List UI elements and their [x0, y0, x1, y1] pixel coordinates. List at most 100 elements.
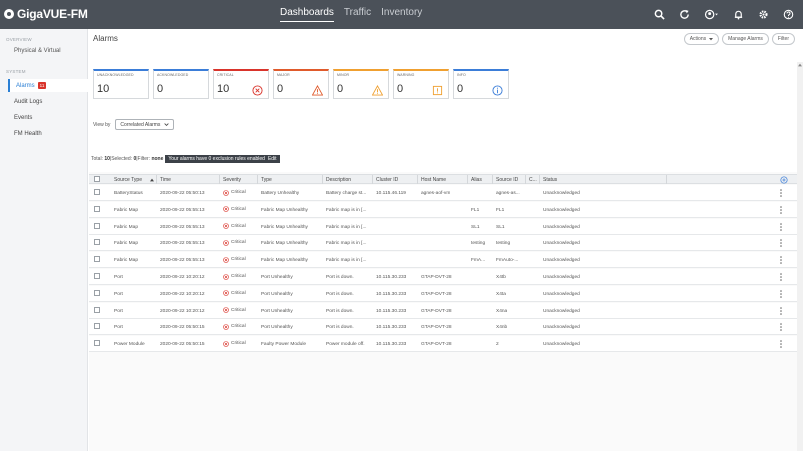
- cell-host-name: GTAP-DVT-28: [421, 291, 452, 297]
- column-header-status[interactable]: Status: [543, 177, 558, 183]
- row-menu-icon[interactable]: [780, 239, 782, 248]
- table-row[interactable]: Port 2020-09-22 05:50:15 Critical Port Unhe…: [89, 319, 797, 336]
- row-menu-icon[interactable]: [780, 340, 782, 348]
- column-divider[interactable]: [525, 175, 526, 184]
- column-header-type[interactable]: Type: [261, 177, 272, 183]
- summary-card-minor[interactable]: MINOR 0: [333, 69, 389, 99]
- column-divider[interactable]: [492, 175, 493, 184]
- summary-card-label: INFO: [457, 73, 466, 77]
- column-header-description[interactable]: Description: [326, 177, 352, 183]
- sidebar-item-fm-health[interactable]: FM Health: [8, 127, 88, 140]
- minor-icon: [371, 83, 384, 96]
- table-row[interactable]: Fabric Map 2020-09-22 05:55:13 Critical Fab…: [89, 218, 797, 235]
- row-menu-icon[interactable]: [780, 222, 782, 231]
- nav-dashboards[interactable]: Dashboards: [280, 6, 334, 22]
- column-divider[interactable]: [417, 175, 418, 184]
- gear-icon[interactable]: [756, 7, 770, 21]
- cell-type: Fabric Map Unhealthy: [261, 207, 308, 213]
- sidebar-item-audit-logs[interactable]: Audit Logs: [8, 95, 88, 108]
- row-checkbox[interactable]: [94, 189, 100, 195]
- column-header-time[interactable]: Time: [160, 177, 171, 183]
- column-divider[interactable]: [666, 175, 667, 184]
- column-header-source-id[interactable]: Source ID: [496, 177, 519, 183]
- table-row[interactable]: Fabric Map 2020-09-22 05:55:13 Critical Fab…: [89, 252, 797, 269]
- actions-button[interactable]: Actions: [683, 33, 720, 45]
- cell-status: Unacknowledged: [543, 224, 580, 230]
- logo-text: GigaVUE-FM: [17, 7, 88, 21]
- nav-traffic[interactable]: Traffic: [343, 7, 372, 18]
- column-header-host-name[interactable]: Host Name: [421, 177, 447, 183]
- row-menu-icon[interactable]: [780, 205, 782, 214]
- cell-source-type: Port: [114, 275, 123, 280]
- column-divider[interactable]: [539, 175, 540, 184]
- column-divider[interactable]: [372, 175, 373, 184]
- column-header-source-type[interactable]: Source Type: [114, 177, 142, 183]
- table-row[interactable]: BatteryStatus 2020-09-22 05:50:13 Critical…: [89, 185, 797, 201]
- summary-card-acknowledged[interactable]: ACKNOWLEDGED 0: [153, 69, 209, 99]
- sidebar-item-alarms[interactable]: Alarms 11: [8, 79, 88, 92]
- refresh-icon[interactable]: [677, 7, 691, 21]
- row-checkbox[interactable]: [94, 306, 100, 313]
- table-row[interactable]: Port 2020-09-22 10:20:12 Critical Port Unhe…: [89, 302, 797, 319]
- row-checkbox[interactable]: [94, 205, 100, 212]
- column-divider[interactable]: [257, 175, 258, 184]
- column-header-c[interactable]: C...: [529, 177, 537, 183]
- select-all-checkbox[interactable]: [94, 176, 100, 182]
- severity-text: Critical: [231, 223, 246, 229]
- severity-text: Critical: [231, 290, 246, 296]
- table-row[interactable]: Port 2020-09-22 10:20:12 Critical Port Unhe…: [89, 269, 797, 285]
- column-divider[interactable]: [467, 175, 468, 184]
- critical-icon: [223, 324, 229, 330]
- cell-cluster-id: 10.115.30.233: [376, 308, 407, 314]
- row-menu-icon[interactable]: [780, 323, 782, 332]
- summary-card-major[interactable]: MAJOR 0: [273, 69, 329, 99]
- row-checkbox[interactable]: [94, 222, 100, 229]
- row-checkbox[interactable]: [94, 289, 100, 296]
- add-column-icon[interactable]: [780, 176, 788, 184]
- table-row[interactable]: Fabric Map 2020-09-22 05:55:13 Critical Fab…: [89, 201, 797, 218]
- help-icon[interactable]: [781, 7, 795, 21]
- row-menu-icon[interactable]: [780, 273, 782, 281]
- row-checkbox[interactable]: [94, 256, 100, 263]
- column-header-alias[interactable]: Alias: [471, 177, 482, 183]
- column-header-cluster-id[interactable]: Cluster ID: [376, 177, 399, 183]
- row-checkbox[interactable]: [94, 239, 100, 246]
- summary-card-critical[interactable]: CRITICAL 10: [213, 69, 269, 99]
- summary-card-warning[interactable]: WARNING 0: [393, 69, 449, 99]
- sidebar-item-physical-virtual[interactable]: Physical & Virtual: [14, 48, 61, 54]
- row-menu-icon[interactable]: [780, 306, 782, 315]
- cell-type: Battery Unhealthy: [261, 191, 300, 196]
- cell-source-id: testing: [496, 241, 511, 247]
- selected-count: 0: [133, 156, 137, 162]
- row-menu-icon[interactable]: [780, 289, 782, 298]
- logo[interactable]: GigaVUE-FM: [4, 4, 88, 24]
- manage-alarms-button[interactable]: Manage Alarms: [722, 33, 769, 45]
- column-divider[interactable]: [219, 175, 220, 184]
- row-checkbox[interactable]: [94, 273, 100, 279]
- table-row[interactable]: Port 2020-09-22 10:20:12 Critical Port Unhe…: [89, 285, 797, 302]
- summary-card-unacknowledged[interactable]: UNACKNOWLEDGED 10: [93, 69, 149, 99]
- scrollbar[interactable]: [797, 62, 803, 451]
- column-divider[interactable]: [322, 175, 323, 184]
- account-icon[interactable]: [702, 7, 720, 21]
- filter-button[interactable]: Filter: [771, 33, 795, 45]
- nav-inventory[interactable]: Inventory: [381, 7, 423, 18]
- column-header-severity[interactable]: Severity: [223, 177, 242, 183]
- scroll-up-icon[interactable]: [798, 63, 802, 67]
- table-row[interactable]: Fabric Map 2020-09-22 05:55:13 Critical Fab…: [89, 235, 797, 252]
- bell-icon[interactable]: [731, 7, 745, 21]
- summary-card-info[interactable]: INFO 0: [453, 69, 509, 99]
- cell-type: Fabric Map Unhealthy: [261, 224, 308, 230]
- sort-asc-icon[interactable]: [150, 178, 154, 182]
- row-checkbox[interactable]: [94, 323, 100, 330]
- cell-type: Fabric Map Unhealthy: [261, 241, 308, 247]
- view-by-select[interactable]: Correlated Alarms: [115, 119, 175, 130]
- row-menu-icon[interactable]: [780, 189, 782, 197]
- search-icon[interactable]: [652, 7, 666, 21]
- edit-link[interactable]: Edit: [267, 156, 277, 162]
- row-menu-icon[interactable]: [780, 256, 782, 264]
- column-divider[interactable]: [156, 175, 157, 184]
- table-row[interactable]: Power Module 2020-09-22 05:50:15 Critical F…: [89, 336, 797, 353]
- row-checkbox[interactable]: [94, 340, 100, 347]
- sidebar-item-events[interactable]: Events: [8, 111, 88, 124]
